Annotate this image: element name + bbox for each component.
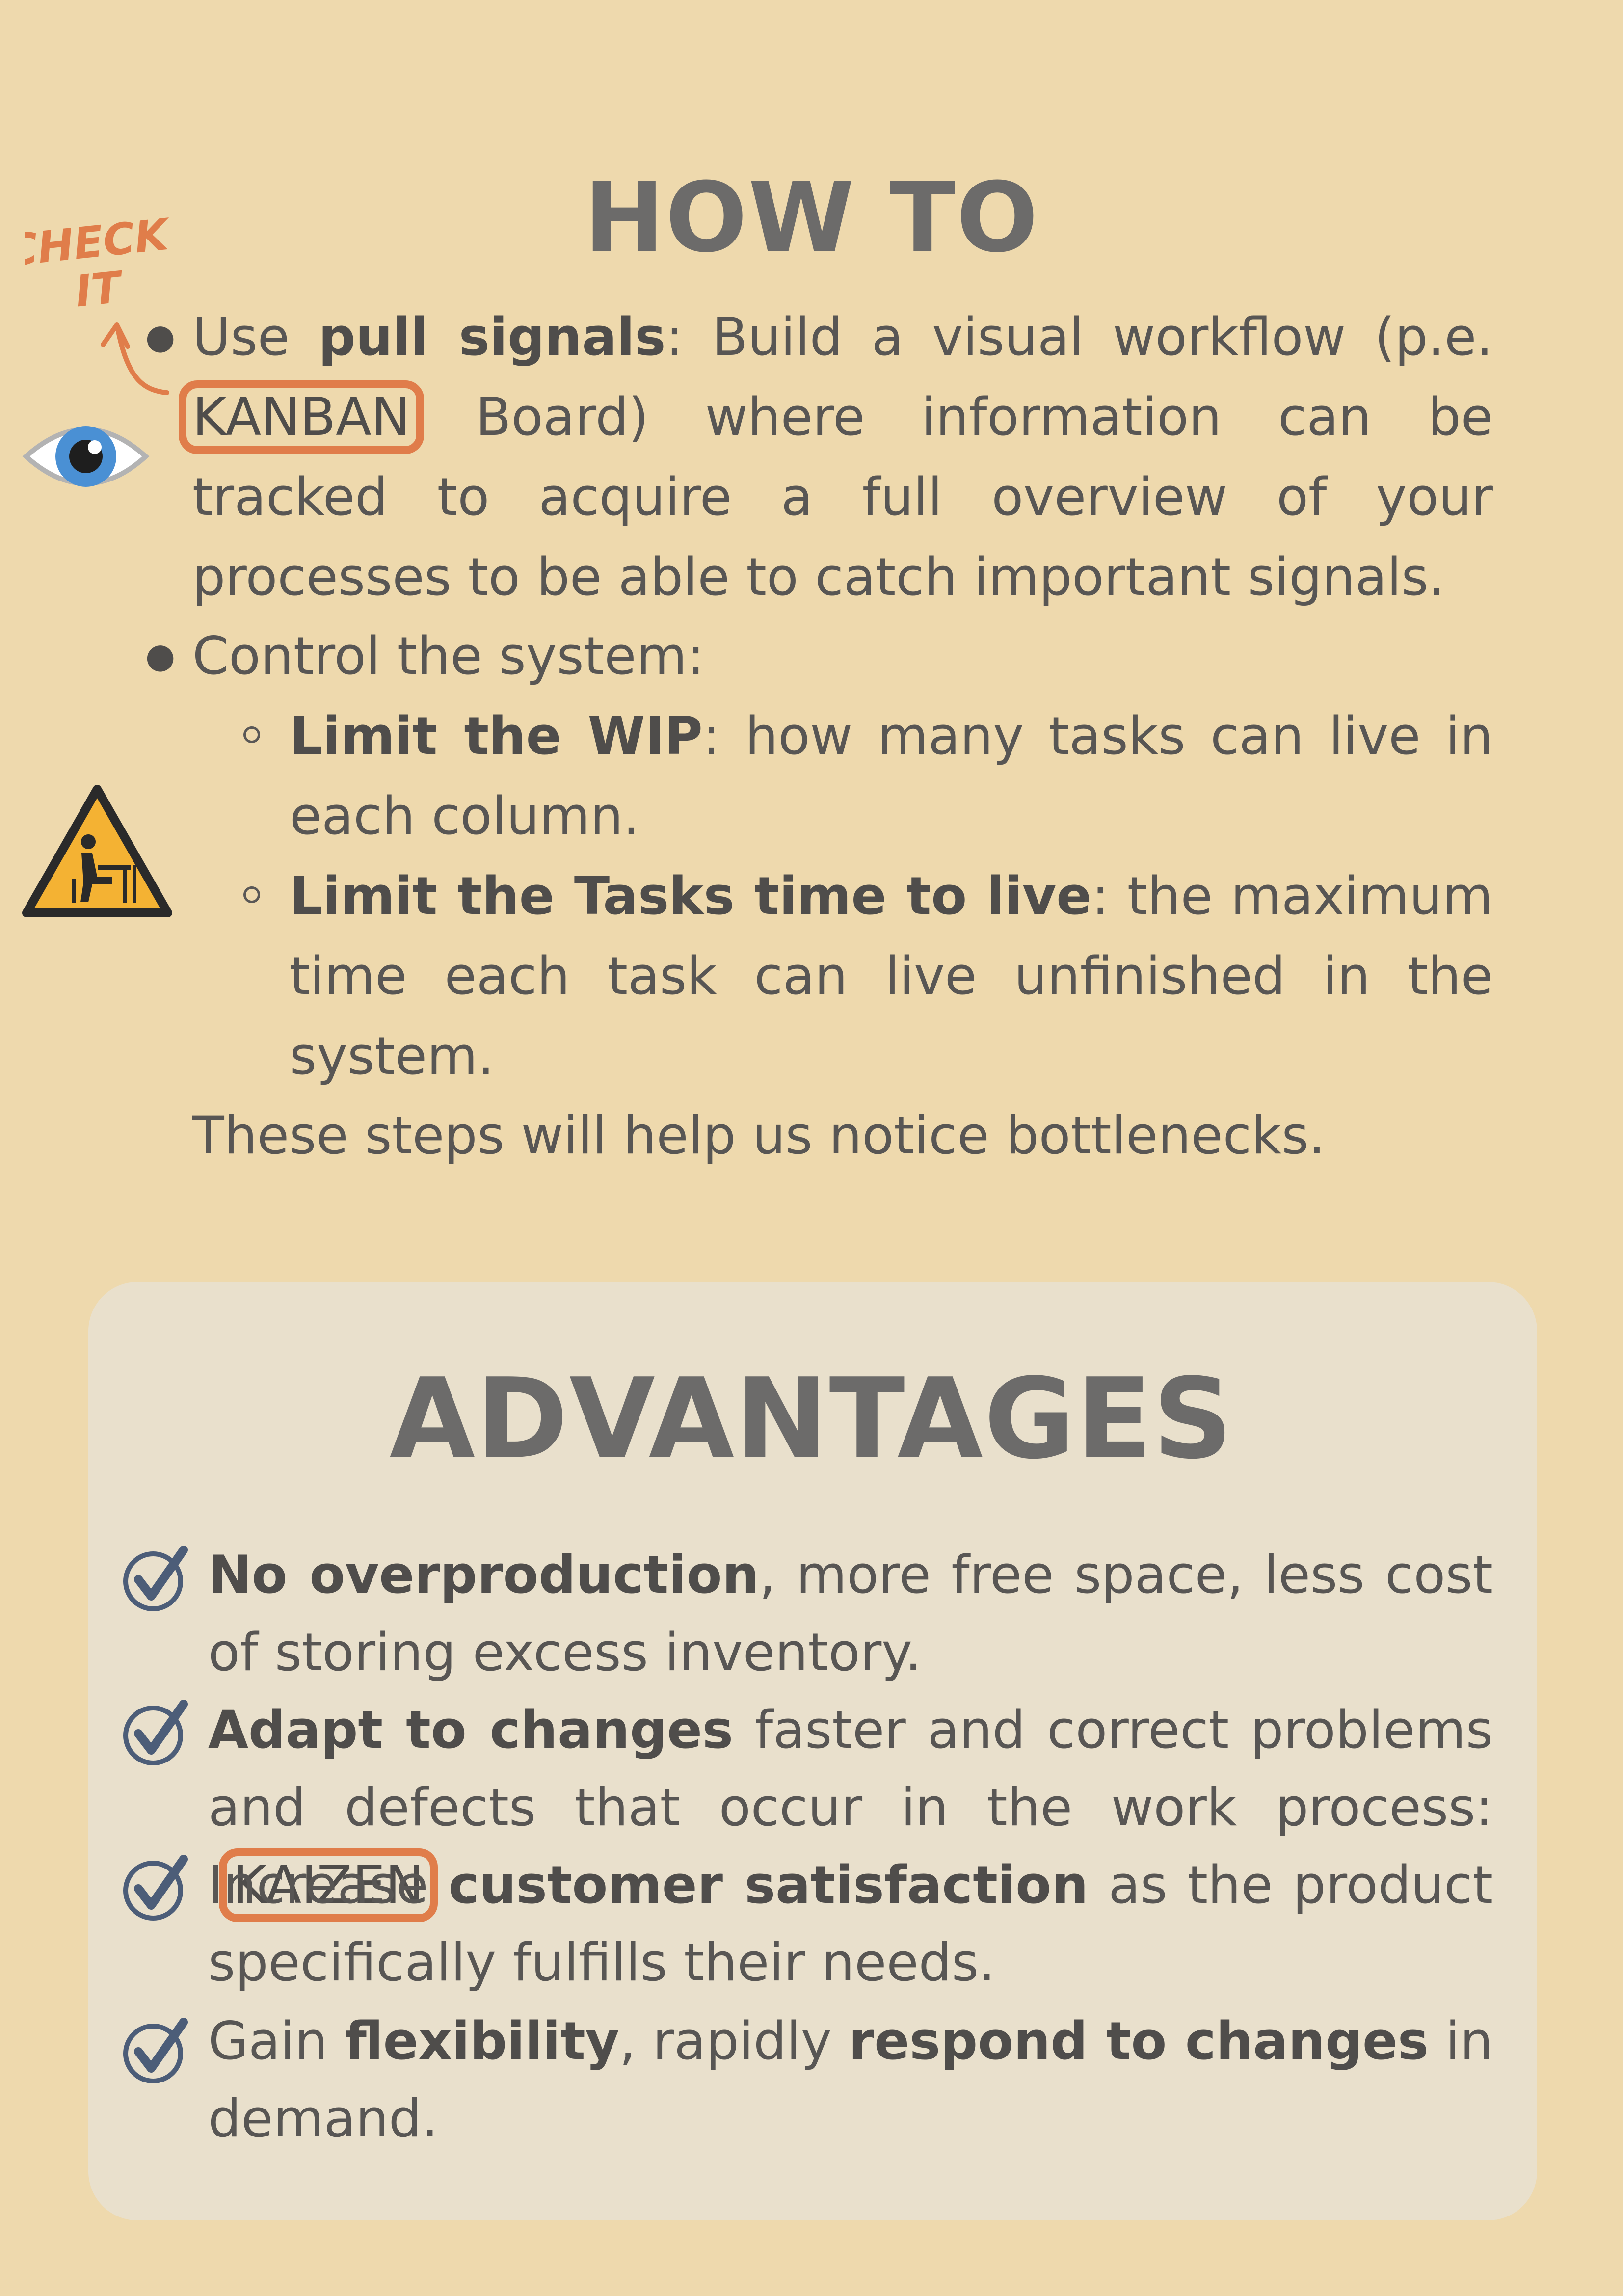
check-circle-icon [123,1700,188,1765]
sub-bullet-limit-wip: Limit the WIP: how many tasks can live i… [290,706,1493,846]
check-circle-icon [123,2018,188,2083]
advantage-item-satisfaction: Increase customer satisfaction as the pr… [208,1855,1493,1993]
bullet-control-system: Control the system: [192,626,705,686]
check-it-note: CHECK IT [25,216,173,395]
work-warning-sign-icon [22,785,172,917]
bullet-pull-signals: Use pull signals: Build a visual workflo… [179,297,1493,617]
sub-bullet-circle [243,886,260,903]
howto-title: HOW TO [584,162,1039,274]
bullet-dot: ● [145,317,176,357]
check-note-line2: IT [73,262,126,317]
check-circle-icon [123,1855,188,1921]
howto-closing: These steps will help us notice bottlene… [192,1105,1326,1166]
bullet-dot: ● [145,636,176,676]
sub-bullet-circle [243,726,260,743]
advantages-panel [88,1282,1537,2220]
kanban-tag: KANBAN [179,380,424,454]
kaizen-tag: KAIZEN [219,1848,438,1922]
advantage-item-adapt: Adapt to changes faster and correct prob… [208,1691,1493,1924]
advantages-title: ADVANTAGES [389,1355,1234,1484]
sub-bullet-limit-time: Limit the Tasks time to live: the maximu… [290,866,1493,1086]
advantage-item-flexibility: Gain flexibility, rapidly respond to cha… [208,2011,1493,2149]
check-circle-icon [123,1546,188,1611]
eye-icon [22,426,150,487]
advantage-item-overproduction: No overproduction, more free space, less… [208,1545,1493,1682]
arrow-icon [115,326,169,395]
